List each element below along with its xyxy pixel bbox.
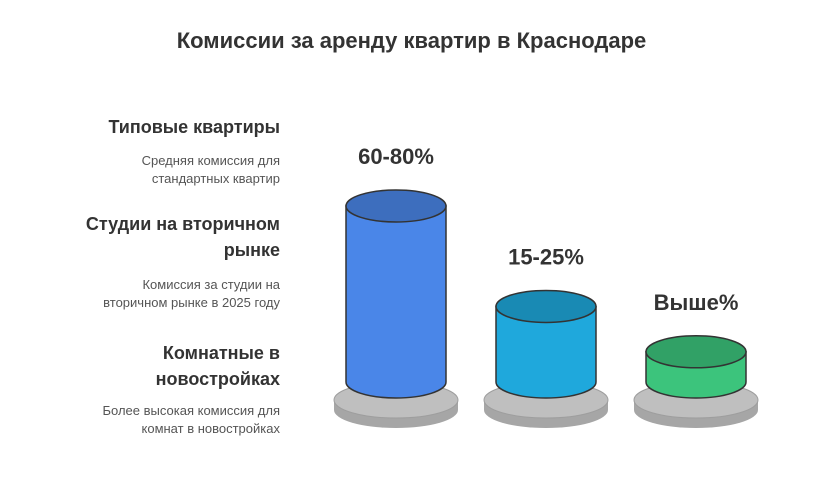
- bar-1-body: [346, 206, 446, 398]
- bar-2-top: [496, 290, 596, 322]
- bar-3-top: [646, 336, 746, 368]
- bar-1-top: [346, 190, 446, 222]
- bar-2-value-label: 15-25%: [508, 244, 584, 269]
- bar-1-value-label: 60-80%: [358, 144, 434, 169]
- bar-3-value-label: Выше%: [654, 290, 739, 315]
